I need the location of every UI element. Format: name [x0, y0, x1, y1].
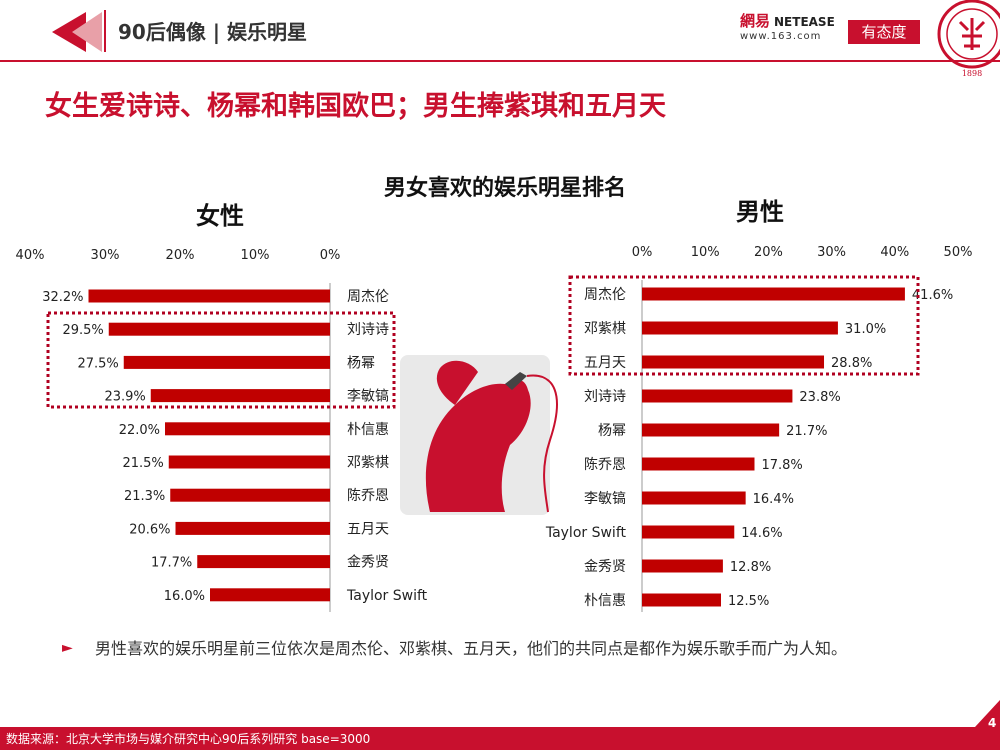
male-value-label: 41.6% — [912, 288, 953, 303]
netease-url: www.163.com — [740, 31, 822, 42]
bullet-arrow-icon: ► — [62, 640, 73, 656]
female-bar — [108, 322, 330, 336]
seal-year: 1898 — [962, 69, 982, 78]
netease-logo-en: NETEASE — [774, 15, 835, 29]
male-category-label: 朴信惠 — [584, 593, 626, 609]
female-value-label: 27.5% — [77, 356, 118, 371]
male-value-label: 16.4% — [753, 492, 794, 507]
male-tick-label: 0% — [632, 245, 653, 260]
male-bar — [642, 389, 793, 403]
female-category-label: 陈乔恩 — [347, 487, 389, 504]
female-category-label: 杨幂 — [347, 355, 375, 371]
female-category-label: Taylor Swift — [346, 588, 428, 604]
female-tick-label: 0% — [320, 248, 341, 263]
male-bar — [642, 287, 905, 301]
male-bar — [642, 321, 838, 335]
female-bar — [197, 555, 330, 569]
female-value-label: 29.5% — [62, 323, 103, 338]
female-value-label: 21.3% — [124, 489, 165, 504]
section-title: 90后偶像 | 娱乐明星 — [118, 20, 308, 44]
netease-logo-cn: 網易 — [740, 12, 771, 30]
male-tick-label: 20% — [754, 245, 783, 260]
youtaidu-logo: 有态度 — [848, 20, 920, 44]
female-bar — [88, 289, 330, 303]
male-chart: 0% 10% 20% 30% 40% 50% 41.6% 周杰伦 31.0% 邓紫棋 28.8% 五月… — [545, 245, 973, 612]
female-tick-label: 30% — [91, 248, 120, 263]
charts-canvas: 0% 10% 20% 30% 40% 32.2% 周杰伦 29.5% 刘诗诗 27.5% 杨幂 23.… — [16, 245, 973, 612]
male-category-label: 五月天 — [584, 355, 626, 371]
male-bar — [642, 525, 735, 539]
male-bar — [642, 559, 723, 573]
male-category-label: Taylor Swift — [545, 525, 627, 541]
female-chart-title: 女性 — [196, 202, 244, 230]
chart-title: 男女喜欢的娱乐明星排名 — [383, 176, 626, 201]
header-rule — [0, 60, 1000, 62]
female-value-label: 23.9% — [104, 390, 145, 405]
male-bar — [642, 491, 746, 505]
singer-silhouette-icon — [400, 355, 558, 515]
female-category-label: 朴信惠 — [347, 422, 389, 438]
male-category-label: 陈乔恩 — [584, 456, 626, 473]
header-divider — [104, 10, 106, 52]
male-bar — [642, 457, 755, 471]
male-chart-title: 男性 — [736, 198, 784, 226]
female-category-label: 周杰伦 — [347, 289, 389, 305]
page-tab — [975, 700, 1000, 727]
female-bar — [170, 488, 330, 502]
header-bar: 90后偶像 | 娱乐明星 — [0, 0, 1000, 62]
male-tick-label: 30% — [817, 245, 846, 260]
female-highlight-box — [46, 311, 396, 409]
male-bar — [642, 423, 780, 437]
female-category-label: 邓紫棋 — [347, 455, 389, 471]
header-arrow-shadow-icon — [72, 12, 102, 52]
male-tick-label: 50% — [944, 245, 973, 260]
male-value-label: 21.7% — [786, 424, 827, 439]
female-category-label: 李敏镐 — [347, 389, 389, 405]
female-tick-label: 40% — [16, 248, 45, 263]
male-value-label: 12.5% — [728, 594, 769, 609]
male-category-label: 李敏镐 — [584, 491, 626, 507]
male-value-label: 17.8% — [761, 458, 802, 473]
male-value-label: 23.8% — [799, 390, 840, 405]
male-category-label: 杨幂 — [598, 423, 626, 439]
female-tick-label: 20% — [166, 248, 195, 263]
male-value-label: 28.8% — [831, 356, 872, 371]
male-bar — [642, 355, 825, 369]
female-value-label: 16.0% — [164, 589, 205, 604]
male-category-label: 刘诗诗 — [584, 389, 626, 405]
female-category-label: 金秀贤 — [347, 555, 389, 571]
female-bar — [210, 588, 330, 602]
female-bar — [175, 521, 330, 535]
female-category-label: 刘诗诗 — [347, 322, 389, 338]
male-category-label: 金秀贤 — [584, 559, 626, 575]
female-bar — [123, 355, 330, 369]
headline: 女生爱诗诗、杨幂和韩国欧巴；男生捧紫琪和五月天 — [45, 91, 666, 122]
male-value-label: 12.8% — [730, 560, 771, 575]
female-bar — [165, 422, 330, 436]
male-category-label: 周杰伦 — [584, 287, 626, 303]
male-value-label: 31.0% — [845, 322, 886, 337]
pku-seal-icon: 1898 — [937, 0, 1000, 78]
footer-bar: 数据来源：北京大学市场与媒介研究中心90后系列研究 base=3000 — [0, 727, 1000, 750]
female-value-label: 20.6% — [129, 522, 170, 537]
page-number: 4 — [988, 716, 997, 730]
female-category-label: 五月天 — [347, 521, 389, 537]
female-value-label: 21.5% — [122, 456, 163, 471]
data-source: 数据来源：北京大学市场与媒介研究中心90后系列研究 base=3000 — [6, 732, 371, 746]
insight-note: 男性喜欢的娱乐明星前三位依次是周杰伦、邓紫棋、五月天，他们的共同点是都作为娱乐歌… — [95, 639, 848, 658]
male-value-label: 14.6% — [741, 526, 782, 541]
female-value-label: 22.0% — [119, 423, 160, 438]
male-category-label: 邓紫棋 — [584, 321, 626, 337]
female-bar — [150, 389, 330, 403]
netease-logo: 網易 NETEASE www.163.com — [740, 10, 844, 46]
female-tick-label: 10% — [241, 248, 270, 263]
female-bar — [168, 455, 330, 469]
female-value-label: 17.7% — [151, 556, 192, 571]
female-chart: 0% 10% 20% 30% 40% 32.2% 周杰伦 29.5% 刘诗诗 27.5% 杨幂 23.… — [16, 248, 428, 612]
female-value-label: 32.2% — [42, 290, 83, 305]
male-tick-label: 40% — [880, 245, 909, 260]
male-highlight-box — [568, 275, 920, 376]
male-bar — [642, 593, 721, 607]
male-tick-label: 10% — [691, 245, 720, 260]
